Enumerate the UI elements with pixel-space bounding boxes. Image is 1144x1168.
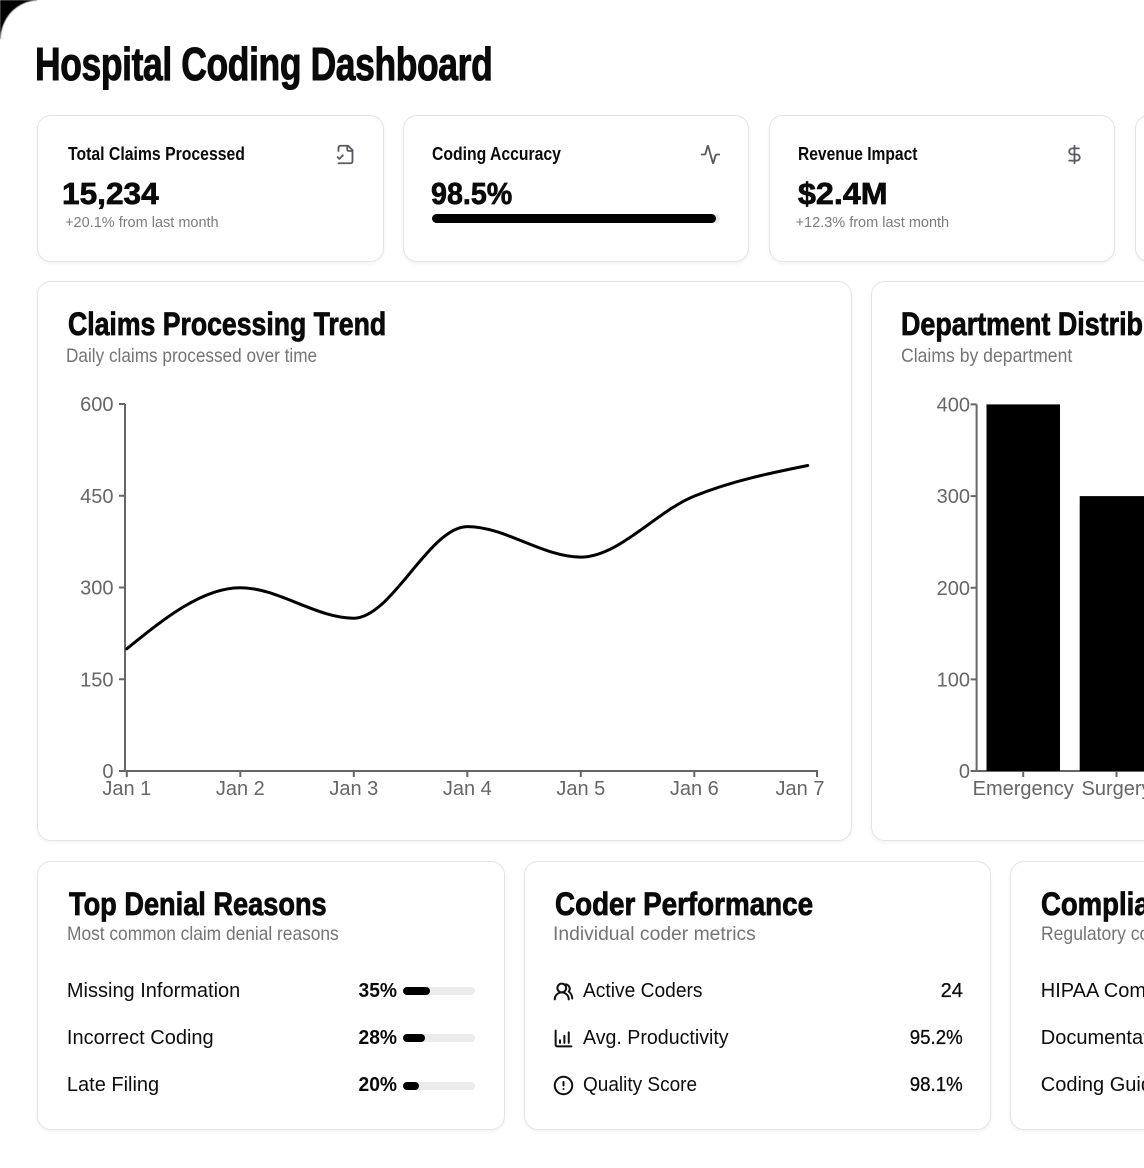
svg-text:Jan 3: Jan 3	[329, 778, 378, 800]
svg-text:200: 200	[937, 578, 970, 600]
svg-text:400: 400	[937, 394, 970, 416]
svg-text:Surgery: Surgery	[1081, 778, 1144, 800]
svg-text:300: 300	[937, 486, 970, 508]
svg-text:0: 0	[102, 761, 113, 783]
svg-text:0: 0	[959, 761, 970, 783]
svg-text:150: 150	[80, 669, 113, 691]
svg-text:Jan 6: Jan 6	[670, 778, 719, 800]
svg-text:Jan 4: Jan 4	[443, 778, 492, 800]
svg-text:Jan 2: Jan 2	[216, 778, 265, 800]
svg-text:Emergency: Emergency	[973, 778, 1074, 800]
svg-text:300: 300	[80, 578, 113, 600]
svg-text:600: 600	[80, 394, 113, 416]
svg-text:450: 450	[80, 486, 113, 508]
svg-text:100: 100	[937, 669, 970, 691]
svg-text:Jan 7: Jan 7	[776, 778, 825, 800]
svg-text:Jan 1: Jan 1	[102, 778, 151, 800]
svg-text:Jan 5: Jan 5	[556, 778, 605, 800]
